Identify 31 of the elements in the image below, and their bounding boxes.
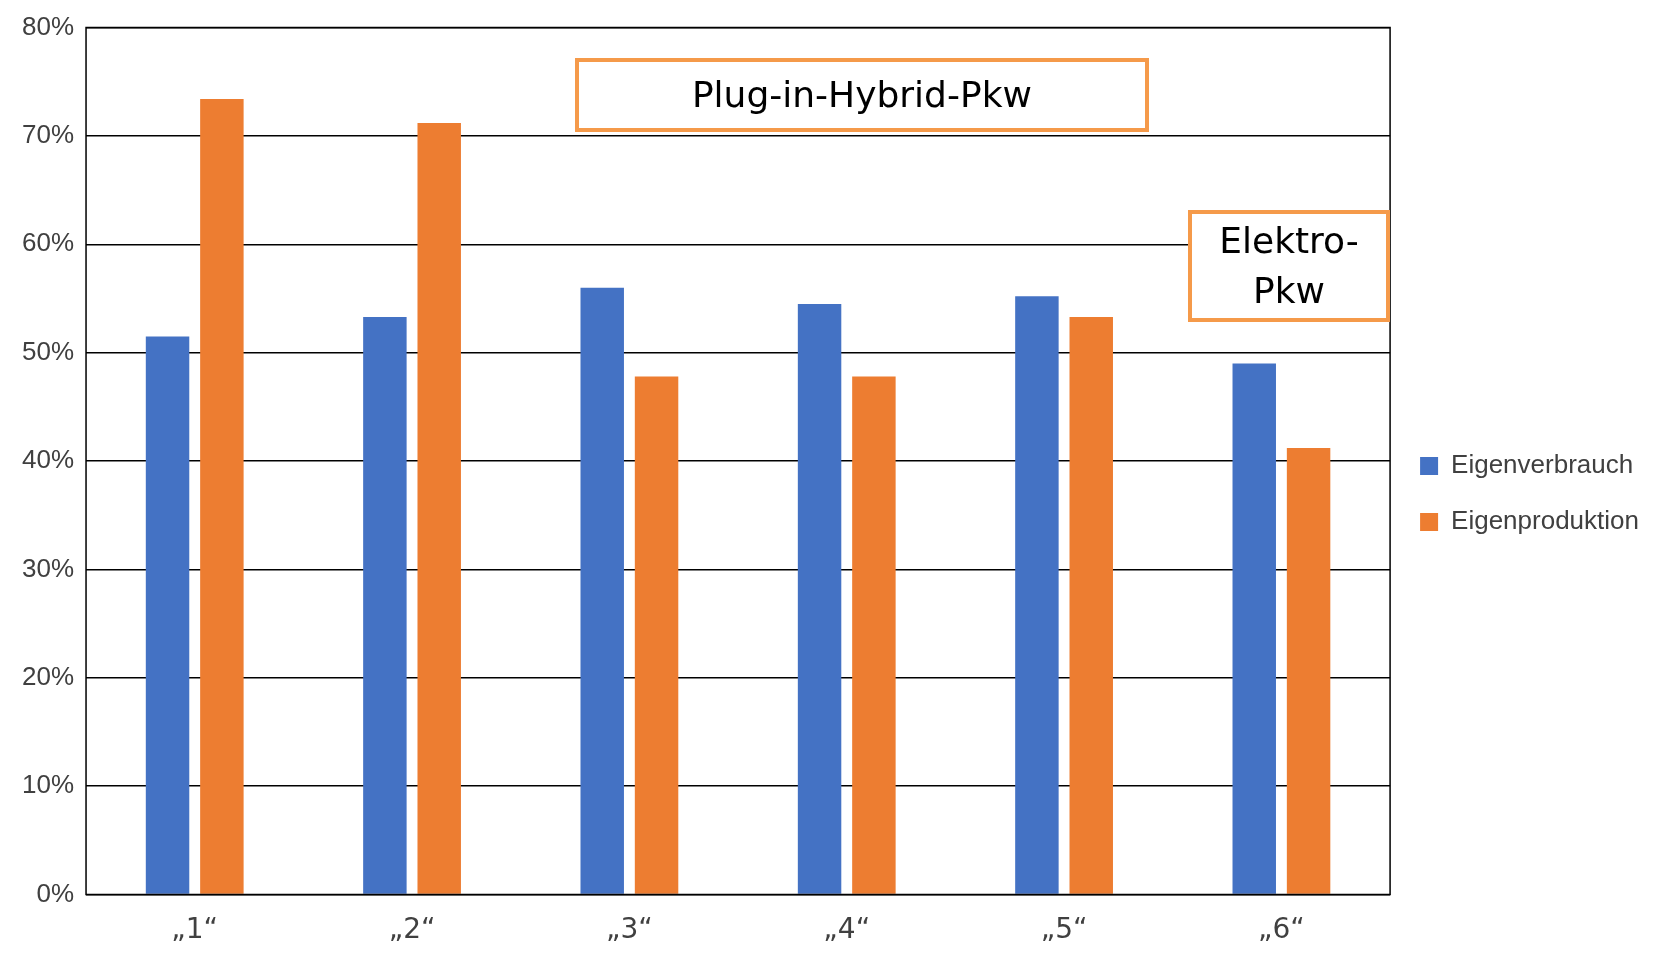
bar <box>852 376 896 894</box>
y-tick-label: 20% <box>21 660 75 691</box>
y-tick-label: 40% <box>21 444 75 475</box>
x-tick-label: „3“ <box>605 912 653 946</box>
bar <box>363 316 407 894</box>
y-tick-label: 50% <box>21 335 75 366</box>
annotation: Elektro-Pkw <box>1191 215 1387 317</box>
bar <box>145 336 190 894</box>
bar <box>200 99 244 894</box>
y-tick-label: 80% <box>21 10 75 41</box>
bar <box>1232 363 1276 894</box>
x-tick-label: „6“ <box>1258 912 1305 946</box>
bar <box>580 287 624 894</box>
legend-label: Eigenproduktion <box>1451 505 1640 536</box>
y-tick-label: 30% <box>21 552 75 583</box>
y-tick-label: 0% <box>36 877 75 908</box>
x-tick-label: „2“ <box>388 912 436 946</box>
bar <box>417 122 461 894</box>
x-tick-label: „5“ <box>1040 912 1088 946</box>
y-tick-label: 70% <box>21 119 75 150</box>
bar <box>1015 296 1059 894</box>
bar <box>1069 316 1113 894</box>
bar <box>1286 448 1331 894</box>
annotation: Plug-in-Hybrid-Pkw <box>687 69 1036 120</box>
bar <box>797 303 842 894</box>
x-tick-label: „1“ <box>171 912 219 946</box>
legend-label: Eigenverbrauch <box>1451 449 1634 480</box>
x-tick-label: „4“ <box>823 912 871 946</box>
bar <box>634 376 679 894</box>
y-tick-label: 10% <box>21 769 75 800</box>
y-tick-label: 60% <box>21 227 75 258</box>
